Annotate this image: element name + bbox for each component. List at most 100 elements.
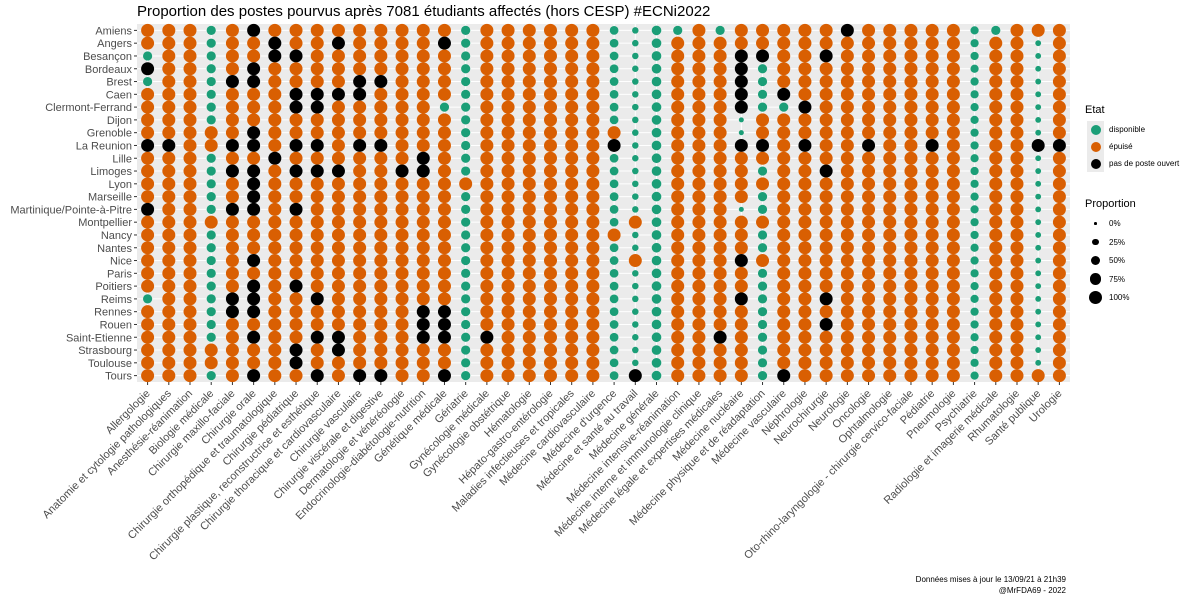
data-point bbox=[798, 113, 812, 127]
data-point bbox=[904, 356, 918, 370]
data-point bbox=[671, 292, 685, 306]
data-point bbox=[713, 292, 727, 306]
legend-color-label: épuisé bbox=[1109, 142, 1133, 151]
data-point bbox=[586, 241, 600, 255]
data-point bbox=[862, 356, 876, 370]
data-point bbox=[268, 164, 282, 178]
data-point bbox=[734, 241, 748, 255]
data-point bbox=[1052, 113, 1066, 127]
data-point bbox=[1052, 330, 1066, 344]
data-point bbox=[713, 126, 727, 140]
data-point bbox=[416, 151, 430, 165]
data-point bbox=[989, 36, 1003, 50]
data-point bbox=[162, 177, 176, 191]
data-point bbox=[840, 177, 854, 191]
data-point bbox=[883, 62, 897, 76]
data-point bbox=[416, 317, 430, 331]
data-point bbox=[925, 266, 939, 280]
data-point bbox=[289, 317, 303, 331]
data-point bbox=[162, 215, 176, 229]
data-point bbox=[183, 356, 197, 370]
data-point bbox=[862, 241, 876, 255]
data-point bbox=[395, 190, 409, 204]
y-tick-label: Amiens bbox=[95, 25, 132, 37]
data-point bbox=[970, 64, 979, 73]
data-point bbox=[989, 87, 1003, 101]
y-tick-label: Limoges bbox=[90, 166, 132, 178]
data-point bbox=[206, 281, 216, 291]
data-point bbox=[310, 49, 324, 63]
data-point bbox=[989, 266, 1003, 280]
data-point bbox=[522, 164, 536, 178]
data-point bbox=[586, 266, 600, 280]
data-point bbox=[143, 76, 153, 87]
data-point bbox=[522, 215, 536, 229]
data-point bbox=[141, 190, 155, 204]
data-point bbox=[268, 330, 282, 344]
data-point bbox=[416, 292, 430, 306]
data-point bbox=[565, 113, 579, 127]
data-point bbox=[225, 317, 239, 331]
data-point bbox=[522, 254, 536, 268]
data-point bbox=[946, 113, 960, 127]
data-point bbox=[632, 321, 639, 328]
legend-color-label: disponible bbox=[1109, 125, 1146, 134]
data-point bbox=[416, 266, 430, 280]
data-point bbox=[416, 343, 430, 357]
data-point bbox=[970, 218, 979, 227]
data-point bbox=[840, 254, 854, 268]
data-point bbox=[798, 305, 812, 319]
data-point bbox=[989, 49, 1003, 63]
data-point bbox=[268, 317, 282, 331]
data-point bbox=[1052, 62, 1066, 76]
data-point bbox=[904, 23, 918, 37]
data-point bbox=[632, 39, 639, 47]
data-point bbox=[331, 75, 345, 89]
data-point bbox=[141, 254, 155, 268]
data-point bbox=[840, 369, 854, 383]
data-point bbox=[651, 306, 662, 317]
data-point bbox=[247, 164, 261, 178]
data-point bbox=[607, 126, 621, 140]
data-point bbox=[225, 330, 239, 344]
data-point bbox=[141, 202, 155, 216]
data-point bbox=[247, 356, 261, 370]
data-point bbox=[989, 62, 1003, 76]
data-point bbox=[416, 254, 430, 268]
data-point bbox=[1010, 330, 1024, 344]
data-point bbox=[713, 356, 727, 370]
data-point bbox=[206, 243, 216, 253]
data-point bbox=[247, 215, 261, 229]
data-point bbox=[862, 202, 876, 216]
data-point bbox=[1035, 78, 1042, 85]
data-point bbox=[777, 151, 791, 165]
data-point bbox=[946, 305, 960, 319]
data-point bbox=[310, 62, 324, 76]
data-point bbox=[632, 334, 639, 341]
data-point bbox=[565, 49, 579, 63]
data-point bbox=[395, 241, 409, 255]
data-point bbox=[289, 356, 303, 370]
data-point bbox=[1010, 164, 1024, 178]
data-point bbox=[840, 292, 854, 306]
y-tick-label: Bordeaux bbox=[85, 64, 133, 76]
data-point bbox=[141, 228, 155, 242]
data-point bbox=[819, 75, 833, 89]
y-tick-label: Lille bbox=[112, 153, 132, 165]
data-point bbox=[970, 294, 979, 304]
data-point bbox=[989, 356, 1003, 370]
data-point bbox=[268, 151, 282, 165]
data-point bbox=[883, 138, 897, 152]
data-point bbox=[692, 369, 706, 383]
data-point bbox=[543, 36, 557, 50]
data-point bbox=[331, 254, 345, 268]
data-point bbox=[141, 241, 155, 255]
data-point bbox=[862, 305, 876, 319]
data-point bbox=[904, 62, 918, 76]
data-point bbox=[374, 126, 388, 140]
data-point bbox=[416, 356, 430, 370]
data-point bbox=[632, 244, 639, 251]
data-point bbox=[183, 254, 197, 268]
data-point bbox=[141, 177, 155, 191]
data-point bbox=[651, 294, 662, 304]
